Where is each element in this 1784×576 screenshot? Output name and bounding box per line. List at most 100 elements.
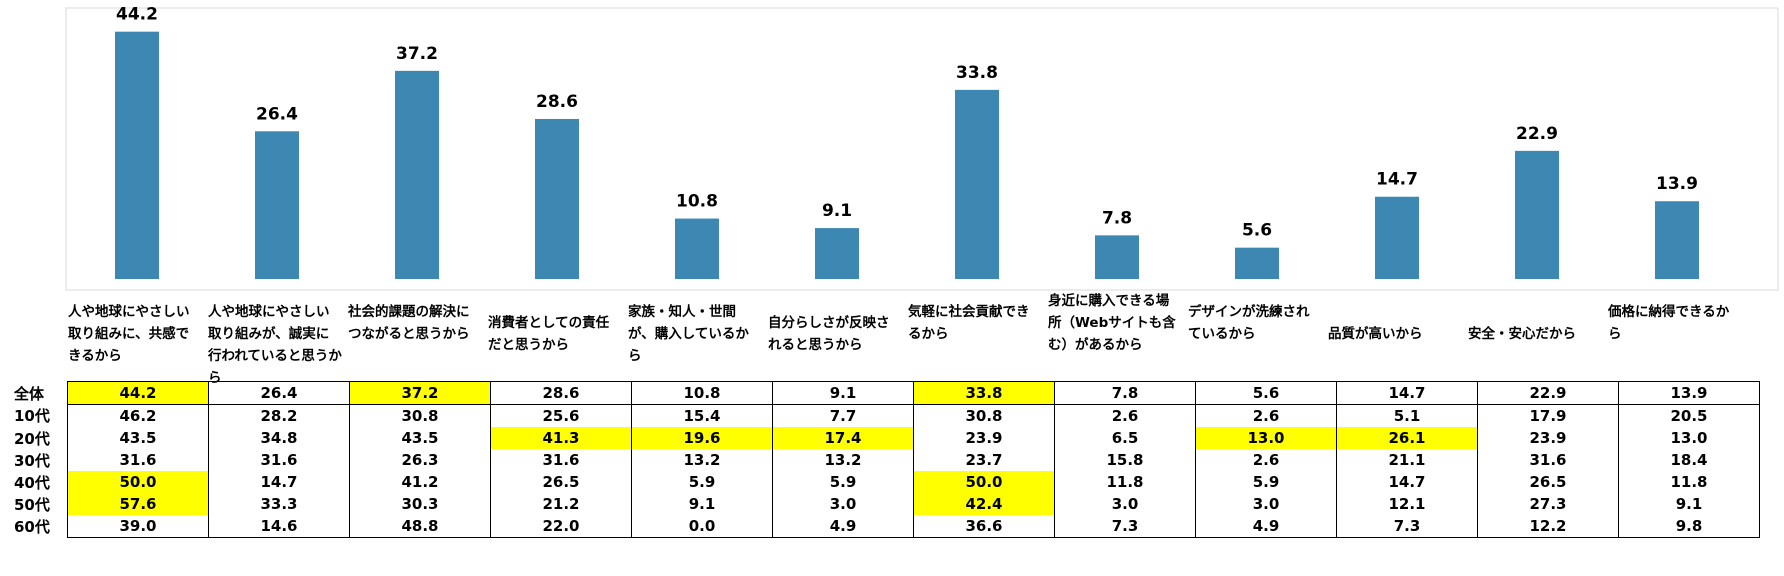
table-row: 20代 43.5 34.8 43.5 41.3 19.6 17.4 23.9 6.5 13.0 26…	[12, 427, 1760, 449]
table-cell: 36.6	[913, 515, 1055, 538]
bar-7	[955, 89, 999, 279]
category-label: デザインが洗練されているから	[1188, 304, 1310, 342]
bar-11	[1515, 150, 1559, 279]
table-cell: 0.0	[631, 515, 773, 538]
category-label: 自分らしさが反映されると思うから	[768, 315, 890, 353]
table-cell: 9.1	[772, 381, 914, 405]
bar-10	[1375, 196, 1419, 279]
table-cell: 30.8	[913, 404, 1055, 427]
category-label: 安全・安心だから	[1468, 326, 1576, 342]
table-row: 全体 44.2 26.4 37.2 28.6 10.8 9.1 33.8 7.8 5.6 14.7 2…	[12, 381, 1760, 405]
bar-8	[1095, 235, 1139, 279]
plot-area-border	[65, 7, 1779, 291]
bar-value-label: 10.8	[676, 192, 718, 212]
row-header: 20代	[14, 429, 50, 448]
category-label: 価格に納得できるから	[1608, 304, 1730, 342]
category-label: 消費者としての責任だと思うから	[488, 315, 610, 353]
table-cell: 5.6	[1195, 381, 1337, 405]
table-cell: 46.2	[67, 404, 209, 427]
table-row: 40代 50.0 14.7 41.2 26.5 5.9 5.9 50.0 11.8 5.9 14.7…	[12, 471, 1760, 493]
table-cell: 17.9	[1477, 404, 1619, 427]
table-cell: 23.9	[913, 427, 1055, 449]
table-cell: 31.6	[208, 449, 350, 471]
table-cell: 5.9	[1195, 471, 1337, 493]
table-cell: 12.2	[1477, 515, 1619, 538]
bar-value-label: 22.9	[1516, 124, 1558, 144]
table-cell: 43.5	[349, 427, 491, 449]
table-cell: 7.3	[1054, 515, 1196, 538]
table-cell: 23.7	[913, 449, 1055, 471]
bar-2	[255, 131, 299, 279]
table-cell: 41.2	[349, 471, 491, 493]
table-cell: 5.1	[1336, 404, 1478, 427]
table-cell: 11.8	[1054, 471, 1196, 493]
table-cell: 17.4	[772, 427, 914, 449]
table-row: 30代 31.6 31.6 26.3 31.6 13.2 13.2 23.7 15.8 2.6 21…	[12, 449, 1760, 471]
table-cell: 14.7	[1336, 471, 1478, 493]
table-cell: 26.4	[208, 381, 350, 405]
row-header: 40代	[14, 473, 50, 492]
category-label: 社会的課題の解決につながると思うから	[348, 304, 470, 342]
bar-value-label: 9.1	[822, 201, 852, 221]
bar-value-label: 14.7	[1376, 170, 1418, 190]
bar-1	[115, 31, 159, 279]
table-cell: 20.5	[1618, 404, 1760, 427]
table-row: 50代 57.6 33.3 30.3 21.2 9.1 3.0 42.4 3.0 3.0 12.1 2…	[12, 493, 1760, 515]
bar-value-label: 13.9	[1656, 174, 1698, 194]
bar-12	[1655, 201, 1699, 279]
table-cell: 9.1	[1618, 493, 1760, 515]
table-cell: 6.5	[1054, 427, 1196, 449]
table-cell: 22.0	[490, 515, 632, 538]
table-cell: 2.6	[1054, 404, 1196, 427]
category-label: 人や地球にやさしい取り組みに、共感できるから	[68, 304, 190, 364]
table-cell: 41.3	[490, 427, 632, 449]
table-cell: 13.0	[1195, 427, 1337, 449]
bar-value-label: 33.8	[956, 63, 998, 83]
table-cell: 57.6	[67, 493, 209, 515]
table-cell: 2.6	[1195, 404, 1337, 427]
bar-4	[535, 118, 579, 279]
table-cell: 13.0	[1618, 427, 1760, 449]
table-cell: 39.0	[67, 515, 209, 538]
bars-layer: 44.2 26.4 37.2 28.6 10.8 9.1 33.8 7.8 5.6 14.7 22.…	[115, 5, 1699, 280]
table-cell: 13.9	[1618, 381, 1760, 405]
table-cell: 3.0	[1195, 493, 1337, 515]
table-cell: 26.5	[1477, 471, 1619, 493]
table-cell: 14.6	[208, 515, 350, 538]
table-cell: 14.7	[1336, 381, 1478, 405]
bar-6	[815, 228, 859, 279]
table-cell: 27.3	[1477, 493, 1619, 515]
table-cell: 4.9	[1195, 515, 1337, 538]
table-cell: 21.2	[490, 493, 632, 515]
table-cell: 28.2	[208, 404, 350, 427]
table-cell: 37.2	[349, 381, 491, 405]
table-cell: 12.1	[1336, 493, 1478, 515]
table-cell: 42.4	[913, 493, 1055, 515]
table-cell: 9.1	[631, 493, 773, 515]
table-cell: 50.0	[67, 471, 209, 493]
row-header: 30代	[14, 451, 50, 470]
category-label: 家族・知人・世間が、購入しているから	[628, 304, 749, 364]
table-cell: 11.8	[1618, 471, 1760, 493]
bar-value-label: 44.2	[116, 5, 158, 25]
table-row: 60代 39.0 14.6 48.8 22.0 0.0 4.9 36.6 7.3 4.9 7.3 12…	[12, 515, 1760, 538]
table-cell: 22.9	[1477, 381, 1619, 405]
bar-9	[1235, 247, 1279, 279]
table-cell: 23.9	[1477, 427, 1619, 449]
bar-value-label: 37.2	[396, 44, 438, 64]
table-cell: 9.8	[1618, 515, 1760, 538]
table-cell: 34.8	[208, 427, 350, 449]
row-header: 10代	[14, 407, 50, 426]
table-cell: 31.6	[1477, 449, 1619, 471]
table-cell: 3.0	[772, 493, 914, 515]
table-cell: 33.3	[208, 493, 350, 515]
table-cell: 13.2	[631, 449, 773, 471]
bar-5	[675, 218, 719, 279]
bar-value-label: 26.4	[256, 104, 298, 124]
bar-value-label: 5.6	[1242, 221, 1272, 241]
table-cell: 7.3	[1336, 515, 1478, 538]
table-cell: 15.8	[1054, 449, 1196, 471]
row-header: 60代	[14, 517, 50, 536]
table-cell: 10.8	[631, 381, 773, 405]
